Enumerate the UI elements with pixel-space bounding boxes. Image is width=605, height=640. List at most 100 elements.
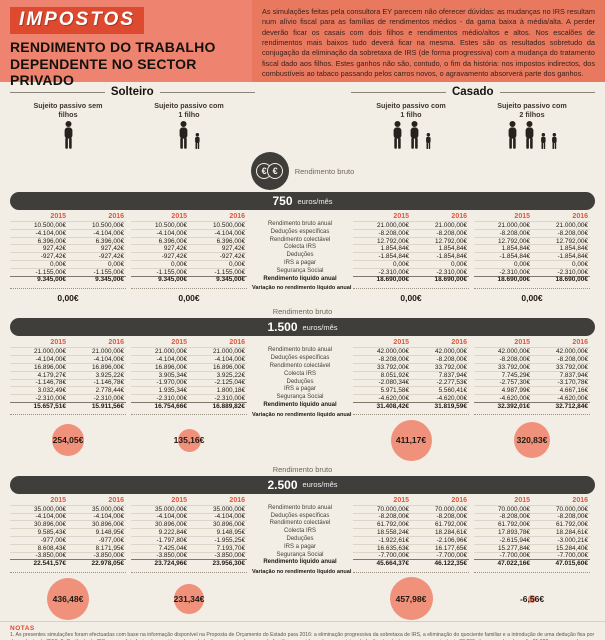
value-2015: 12.792,00€ — [498, 237, 530, 245]
income-bands: € € Rendimento bruto 750 euros/mês 2015 2016 10… — [0, 149, 605, 621]
value-2016: -2.277,53€ — [436, 379, 467, 387]
variation-values-row: 436,48€ 231,34€ 457,98€ -6,56€ — [10, 576, 595, 621]
band-table: 2015 2016 21.000,00€ 21.000,00€ -4.104,00€ -4… — [10, 338, 595, 410]
value-2016: -1.155,00€ — [93, 268, 124, 276]
euro-coin-icon: € — [267, 163, 284, 179]
value-2016: -927,42€ — [219, 253, 245, 261]
row-labels-column: Rendimento bruto anual Deduções específic… — [252, 212, 348, 283]
row-labels-spacer — [252, 212, 348, 221]
table-row: -1.922,61€ -2.106,96€ — [353, 535, 469, 544]
value-2015: 18.558,24€ — [377, 529, 409, 537]
table-row: -1.854,84€ -1.854,84€ — [474, 252, 590, 260]
value-2016: 9.148,95€ — [95, 529, 124, 537]
value-2016: 18.284,61€ — [435, 529, 467, 537]
row-label: IRS a pagar — [283, 543, 317, 550]
table-row: 70.000,00€ 70.000,00€ — [474, 504, 590, 513]
variation-label-row: Variação no rendimento líquido anual — [10, 411, 595, 419]
rendimento-bruto-label: Rendimento bruto — [272, 307, 333, 317]
value-2016: 33.792,00€ — [435, 363, 467, 371]
row-label: IRS a pagar — [283, 259, 317, 266]
value-2016: -8.208,00€ — [557, 513, 588, 521]
value-2016: -1.155,00€ — [214, 268, 245, 276]
table-row: -927,42€ -927,42€ — [10, 252, 126, 260]
footnote-1: 1. As presentes simulações foram efectua… — [10, 632, 595, 640]
table-row: 6.396,00€ 6.396,00€ — [131, 236, 247, 245]
table-row: -977,00€ -977,00€ — [10, 535, 126, 544]
value-2015: 1.854,84€ — [501, 245, 530, 253]
income-band: Rendimento bruto 2.500 euros/mês 2015 2016 35… — [10, 464, 595, 621]
value-2015: 10.500,00€ — [34, 221, 66, 229]
value-2015: 7.425,04€ — [158, 544, 187, 552]
dotted-divider — [353, 571, 469, 573]
table-row: 6.396,00€ 6.396,00€ — [10, 236, 126, 245]
variation-label-row: Variação no rendimento líquido anual — [10, 284, 595, 292]
value-2015: 16.754,66€ — [154, 402, 187, 410]
table-row: -1.146,78€ -1.146,78€ — [10, 378, 126, 386]
value-2015: 8.051,92€ — [380, 371, 409, 379]
table-row: 927,42€ 927,42€ — [10, 244, 126, 252]
value-2015: -1.854,84€ — [378, 253, 409, 261]
group-title-label: Casado — [451, 86, 494, 98]
year-header: 2016 — [572, 496, 588, 504]
value-2016: -1.854,84€ — [557, 253, 588, 261]
table-row: 45.664,37€ 46.122,35€ — [353, 559, 469, 567]
year-header-row: 2015 2016 — [131, 338, 247, 347]
value-2015: -3.850,00€ — [35, 552, 66, 560]
table-row: -4.104,00€ -4.104,00€ — [131, 512, 247, 520]
band-table: 2015 2016 10.500,00€ 10.500,00€ -4.104,00€ -4… — [10, 212, 595, 283]
year-header: 2015 — [514, 496, 530, 504]
value-2016: 927,42€ — [221, 245, 245, 253]
row-label: Deduções — [286, 535, 314, 542]
variation-cell: 411,17€ — [390, 419, 432, 461]
table-row: -8.208,00€ -8.208,00€ — [353, 512, 469, 520]
value-2015: 23.724,96€ — [154, 560, 187, 568]
value-2016: 22.978,05€ — [91, 560, 124, 568]
table-group: 2015 2016 21.000,00€ 21.000,00€ -4.104,00€ -4… — [131, 338, 247, 410]
variation-cell: 254,05€ — [52, 424, 84, 457]
table-group: 2015 2016 35.000,00€ 35.000,00€ -4.104,00€ -4… — [10, 496, 126, 567]
value-2015: -7.700,00€ — [499, 552, 530, 560]
variation-bubble: 231,34€ — [174, 583, 204, 614]
year-header: 2016 — [229, 496, 245, 504]
value-2016: 21.000,00€ — [556, 221, 588, 229]
table-group: 2015 2016 70.000,00€ 70.000,00€ -8.208,00€ -8… — [353, 496, 469, 567]
variation-bubble: -6,56€ — [520, 594, 544, 604]
column-label: Sujeito passivo sem filhos — [33, 101, 103, 119]
value-2016: -2.310,00€ — [436, 268, 467, 276]
band-amount: 750 — [272, 194, 293, 208]
value-2016: 1.854,84€ — [438, 245, 467, 253]
value-2015: 927,42€ — [42, 245, 66, 253]
table-row: 18.690,00€ 18.690,00€ — [353, 275, 469, 283]
value-2016: 0,00€ — [108, 260, 124, 268]
person-icon — [10, 121, 126, 149]
value-2016: -4.104,00€ — [93, 229, 124, 237]
table-group: 2015 2016 42.000,00€ 42.000,00€ -8.208,00€ -8… — [353, 338, 469, 410]
value-2015: 16.635,63€ — [377, 544, 409, 552]
table-row: 32.392,01€ 32.712,84€ — [474, 401, 590, 410]
table-row: 31.408,42€ 31.819,59€ — [353, 401, 469, 410]
value-2015: -2.310,00€ — [35, 395, 66, 403]
table-row: 0,00€ 0,00€ — [353, 259, 469, 268]
value-2016: 10.500,00€ — [213, 221, 245, 229]
dotted-divider — [10, 414, 126, 416]
group-title-casado: Casado — [350, 86, 596, 98]
value-2015: -1.970,00€ — [156, 379, 187, 387]
value-2016: 12.792,00€ — [435, 237, 467, 245]
row-labels-spacer — [252, 338, 348, 347]
kicker: IMPOSTOS — [10, 7, 144, 34]
column-label: Sujeito passivo com 1 filho — [154, 101, 224, 119]
table-row: 1.854,84€ 1.854,84€ — [353, 244, 469, 252]
dotted-divider — [353, 414, 469, 416]
variation-bubble: 135,16€ — [174, 428, 204, 452]
value-2016: -4.620,00€ — [557, 395, 588, 403]
value-2016: 16.896,00€ — [213, 363, 245, 371]
row-labels-column: Rendimento bruto anual Deduções específic… — [252, 338, 348, 409]
year-header: 2015 — [393, 496, 409, 504]
table-row: -8.208,00€ -8.208,00€ — [353, 228, 469, 237]
person-glyph — [525, 121, 534, 149]
table-row: -3.850,00€ -3.850,00€ — [10, 551, 126, 560]
table-row: 18.690,00€ 18.690,00€ — [474, 275, 590, 283]
value-2016: 61.792,00€ — [435, 521, 467, 529]
value-2016: 35.000,00€ — [92, 505, 124, 513]
